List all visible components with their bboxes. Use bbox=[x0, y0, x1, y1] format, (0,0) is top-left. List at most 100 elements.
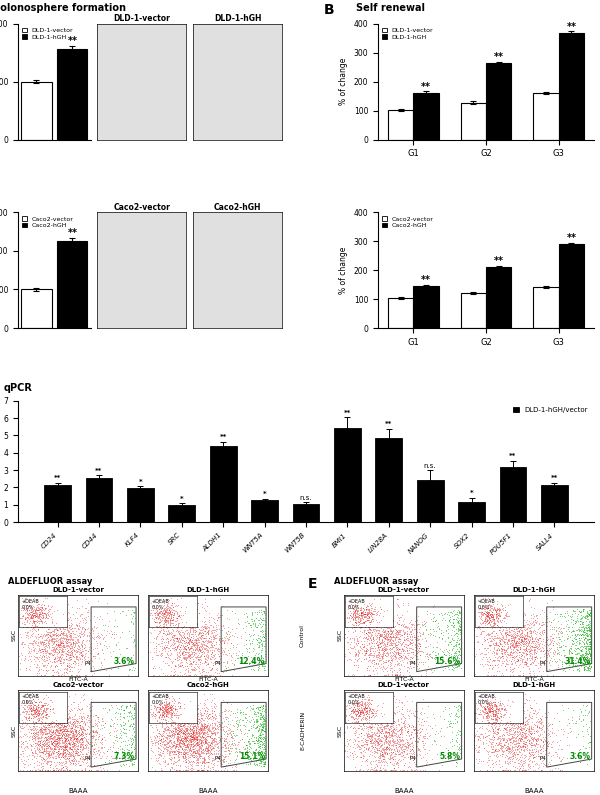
Point bbox=[200, 731, 209, 744]
Point bbox=[164, 715, 173, 727]
Point bbox=[260, 612, 270, 625]
Point bbox=[196, 742, 205, 754]
Point bbox=[210, 738, 220, 750]
Point bbox=[46, 716, 55, 729]
Point bbox=[112, 702, 122, 715]
Point bbox=[188, 739, 198, 752]
Point bbox=[212, 609, 221, 622]
Point bbox=[36, 751, 46, 764]
Point bbox=[24, 642, 34, 654]
Point bbox=[522, 694, 532, 707]
Point bbox=[387, 655, 397, 668]
Point bbox=[168, 669, 178, 681]
Point bbox=[583, 638, 592, 651]
Point bbox=[230, 760, 240, 773]
Point bbox=[63, 597, 73, 610]
Point bbox=[116, 719, 126, 731]
Point bbox=[374, 708, 383, 721]
Point bbox=[193, 746, 202, 758]
Point bbox=[356, 747, 365, 760]
Point bbox=[145, 712, 155, 725]
Point bbox=[384, 727, 394, 740]
Point bbox=[174, 650, 184, 662]
Point bbox=[413, 657, 422, 670]
Point bbox=[60, 734, 70, 747]
Point bbox=[399, 644, 409, 657]
Point bbox=[518, 728, 527, 741]
Point bbox=[515, 750, 525, 763]
Point bbox=[475, 621, 485, 634]
Point bbox=[148, 669, 158, 681]
Point bbox=[516, 743, 526, 756]
Point bbox=[370, 639, 379, 652]
Point bbox=[214, 742, 223, 754]
Point bbox=[487, 717, 497, 730]
Point bbox=[124, 664, 133, 677]
Point bbox=[48, 628, 58, 641]
Point bbox=[494, 630, 503, 643]
Point bbox=[581, 641, 591, 653]
Point bbox=[43, 627, 53, 640]
Point bbox=[62, 633, 71, 646]
Point bbox=[180, 747, 190, 759]
Point bbox=[23, 639, 33, 652]
Point bbox=[371, 636, 380, 649]
Point bbox=[256, 731, 266, 743]
Point bbox=[522, 733, 532, 746]
Point bbox=[487, 622, 497, 634]
Bar bbox=[486, 64, 511, 140]
Point bbox=[379, 631, 388, 644]
Point bbox=[534, 618, 544, 630]
Point bbox=[75, 751, 85, 764]
Point bbox=[391, 631, 400, 644]
Point bbox=[564, 646, 574, 658]
Point bbox=[495, 742, 505, 754]
Point bbox=[511, 637, 520, 650]
Point bbox=[389, 630, 398, 643]
Point bbox=[196, 639, 205, 652]
Point bbox=[59, 609, 68, 622]
Point bbox=[517, 630, 526, 642]
Point bbox=[388, 643, 397, 656]
Point bbox=[16, 646, 26, 659]
Point bbox=[61, 760, 70, 773]
Point bbox=[232, 649, 241, 661]
Point bbox=[383, 625, 393, 638]
Point bbox=[200, 620, 209, 633]
Point bbox=[52, 723, 62, 735]
Point bbox=[200, 632, 209, 645]
Point bbox=[396, 650, 406, 662]
Point bbox=[41, 739, 51, 752]
Point bbox=[556, 625, 565, 638]
Point bbox=[545, 719, 554, 731]
Point bbox=[387, 739, 397, 751]
Point bbox=[59, 747, 69, 759]
Point bbox=[406, 731, 416, 744]
Point bbox=[59, 728, 68, 741]
Point bbox=[248, 713, 258, 726]
Point bbox=[408, 739, 418, 751]
Point bbox=[91, 728, 101, 741]
Point bbox=[584, 642, 594, 655]
Point bbox=[388, 626, 397, 638]
Point bbox=[372, 643, 382, 656]
Point bbox=[498, 669, 508, 681]
Point bbox=[577, 624, 587, 637]
Point bbox=[489, 692, 499, 704]
Point bbox=[194, 732, 203, 745]
Point bbox=[480, 727, 490, 739]
Point bbox=[46, 731, 55, 744]
Point bbox=[68, 733, 78, 746]
Point bbox=[365, 660, 375, 673]
Point bbox=[449, 625, 459, 638]
Point bbox=[198, 725, 208, 738]
Point bbox=[488, 615, 497, 627]
Point bbox=[42, 731, 52, 744]
Point bbox=[568, 658, 578, 671]
Point bbox=[533, 746, 542, 758]
Point bbox=[67, 622, 77, 634]
Point bbox=[542, 731, 551, 744]
Point bbox=[63, 717, 73, 730]
Point bbox=[388, 630, 398, 642]
Point bbox=[381, 661, 391, 674]
